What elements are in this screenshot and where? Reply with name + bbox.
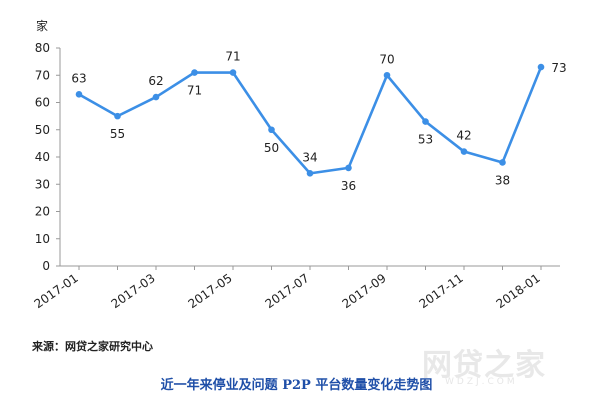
data-label: 36 [341, 179, 356, 193]
data-point [537, 63, 545, 71]
data-point [114, 112, 121, 120]
data-label: 70 [379, 52, 394, 66]
x-tick-label: 2017-03 [109, 271, 158, 311]
data-label: 71 [187, 84, 202, 98]
y-tick-label: 0 [42, 259, 50, 273]
y-axis-label: 家 [36, 18, 48, 33]
data-point [75, 91, 83, 98]
series [75, 63, 545, 177]
data-label: 38 [495, 173, 510, 187]
data-label: 62 [148, 74, 163, 88]
y-tick-label: 80 [35, 41, 50, 55]
axes [56, 47, 560, 270]
data-label: 42 [456, 129, 471, 143]
chart-title: 近一年来停业及问题 P2P 平台数量变化走势图 [160, 378, 433, 393]
x-tick-label: 2017-01 [32, 271, 81, 311]
y-tick-label: 70 [35, 68, 50, 82]
y-tick-label: 50 [35, 123, 50, 137]
data-point [191, 69, 198, 76]
watermark-logo: 网贷之家 [422, 348, 546, 383]
y-tick-label: 10 [35, 232, 50, 246]
y-tick-label: 40 [35, 150, 50, 164]
x-tick-label: 2018-01 [494, 271, 543, 311]
data-point [345, 164, 352, 172]
watermark-url: WDZJ.COM [445, 377, 518, 387]
data-point [422, 118, 429, 125]
data-labels: 63 55 62 71 71 50 34 36 70 53 42 38 73 [71, 50, 566, 193]
data-label: 63 [71, 71, 86, 85]
data-point [383, 71, 391, 79]
data-label: 73 [551, 61, 566, 75]
x-tick-label: 2017-07 [263, 271, 312, 311]
data-label: 71 [225, 50, 240, 64]
y-tick-label: 60 [35, 96, 50, 110]
data-label: 53 [418, 133, 433, 147]
x-tick-label: 2017-11 [417, 271, 466, 311]
data-point [229, 69, 237, 76]
y-tick-label: 30 [35, 177, 50, 191]
data-label: 34 [302, 150, 317, 164]
data-label: 55 [110, 127, 125, 141]
y-tick-label: 20 [35, 205, 50, 219]
x-tick-label: 2017-09 [340, 271, 389, 311]
data-label: 50 [264, 141, 279, 155]
data-point [268, 126, 275, 134]
data-point [306, 170, 314, 177]
tick-labels: 0 10 20 30 40 50 60 70 80 2017-01 2017-03 2017-05 20… [32, 41, 543, 311]
x-tick-label: 2017-05 [186, 271, 235, 311]
data-point [499, 159, 506, 166]
data-point [152, 93, 160, 101]
source-note: 来源：网贷之家研究中心 [32, 340, 153, 353]
data-point [460, 148, 468, 155]
